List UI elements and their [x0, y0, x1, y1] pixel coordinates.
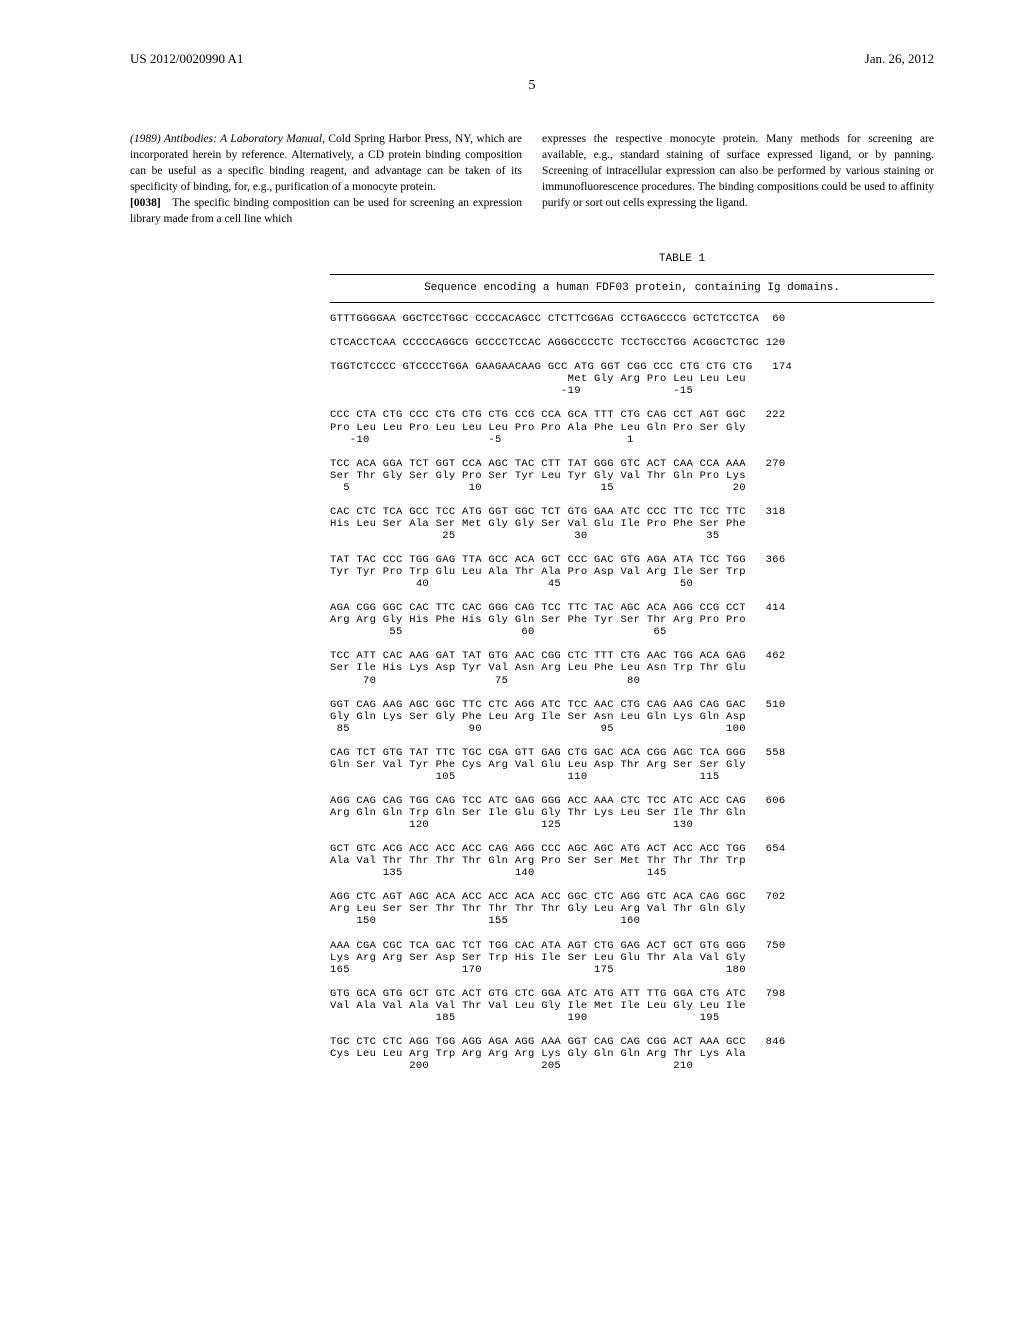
seq-row: AGG CAG CAG TGG CAG TCC ATC GAG GGG ACC … — [330, 795, 934, 831]
citation-italic: (1989) Antibodies: A Laboratory Manual — [130, 133, 322, 145]
seq-row: CCC CTA CTG CCC CTG CTG CTG CCG CCA GCA … — [330, 409, 934, 445]
seq-row: TAT TAC CCC TGG GAG TTA GCC ACA GCT CCC … — [330, 554, 934, 590]
seq-row: AGG CTC AGT AGC ACA ACC ACC ACA ACC GGC … — [330, 891, 934, 927]
seq-row: TCC ATT CAC AAG GAT TAT GTG AAC CGG CTC … — [330, 650, 934, 686]
seq-row: CAG TCT GTG TAT TTC TGC CGA GTT GAG CTG … — [330, 747, 934, 783]
seq-row: GTG GCA GTG GCT GTC ACT GTG CTC GGA ATC … — [330, 988, 934, 1024]
seq-row: CTCACCTCAA CCCCCAGGCG GCCCCTCCAC AGGGCCC… — [330, 337, 934, 349]
sequence-rows: GTTTGGGGAA GGCTCCTGGC CCCCACAGCC CTCTTCG… — [330, 303, 934, 1072]
table-label: TABLE 1 — [430, 252, 934, 267]
body-columns: (1989) Antibodies: A Laboratory Manual, … — [130, 131, 934, 228]
table-header: Sequence encoding a human FDF03 protein,… — [330, 274, 934, 303]
seq-row: TGGTCTCCCC GTCCCCTGGA GAAGAACAAG GCC ATG… — [330, 361, 934, 397]
publication-date: Jan. 26, 2012 — [865, 50, 934, 68]
patent-number: US 2012/0020990 A1 — [130, 50, 243, 68]
column-1: (1989) Antibodies: A Laboratory Manual, … — [130, 131, 522, 228]
sequence-table: TABLE 1 Sequence encoding a human FDF03 … — [330, 252, 934, 1072]
seq-row: AGA CGG GGC CAC TTC CAC GGG CAG TCC TTC … — [330, 602, 934, 638]
col2-text: expresses the respective monocyte protei… — [542, 133, 934, 209]
seq-row: TGC CTC CTC AGG TGG AGG AGA AGG AAA GGT … — [330, 1036, 934, 1072]
seq-row: GTTTGGGGAA GGCTCCTGGC CCCCACAGCC CTCTTCG… — [330, 313, 934, 325]
seq-row: GCT GTC ACG ACC ACC ACC CAG AGG CCC AGC … — [330, 843, 934, 879]
seq-row: TCC ACA GGA TCT GGT CCA AGC TAC CTT TAT … — [330, 458, 934, 494]
col1-text2: The specific binding composition can be … — [130, 197, 522, 225]
seq-row: AAA CGA CGC TCA GAC TCT TGG CAC ATA AGT … — [330, 940, 934, 976]
page-number: 5 — [130, 76, 934, 96]
seq-row: CAC CTC TCA GCC TCC ATG GGT GGC TCT GTG … — [330, 506, 934, 542]
column-2: expresses the respective monocyte protei… — [542, 131, 934, 228]
paragraph-number: [0038] — [130, 197, 161, 209]
seq-row: GGT CAG AAG AGC GGC TTC CTC AGG ATC TCC … — [330, 699, 934, 735]
